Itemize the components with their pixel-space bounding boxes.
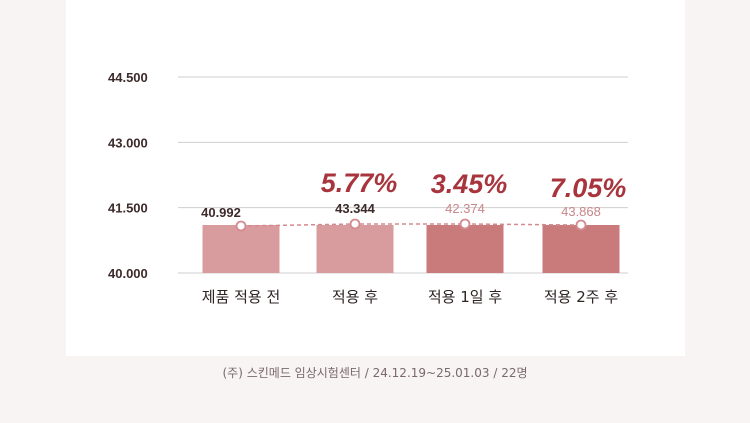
category-label: 적용 후 bbox=[332, 288, 378, 306]
source-note: (주) 스킨메드 임상시험센터 / 24.12.19~25.01.03 / 22… bbox=[222, 366, 528, 380]
percent-label: 5.77% bbox=[321, 168, 398, 198]
category-label: 적용 1일 후 bbox=[428, 288, 502, 306]
category-label: 적용 2주 후 bbox=[544, 288, 618, 306]
trend-line bbox=[235, 218, 587, 232]
value-label: 40.992 bbox=[201, 205, 241, 220]
x-axis: 제품 적용 전 적용 후 적용 1일 후 적용 2주 후 bbox=[202, 288, 619, 306]
bar bbox=[202, 225, 280, 273]
category-label: 제품 적용 전 bbox=[202, 288, 281, 306]
percent-label: 7.05% bbox=[550, 173, 627, 203]
bar-chart: 44.500 43.000 41.500 40.000 40.992 43.344 42.… bbox=[108, 70, 628, 306]
value-label: 43.868 bbox=[561, 204, 601, 219]
bar bbox=[316, 225, 394, 273]
trend-dashed-line bbox=[240, 223, 582, 227]
y-tick-label: 41.500 bbox=[108, 201, 148, 216]
y-tick-label: 44.500 bbox=[108, 70, 148, 85]
y-axis: 44.500 43.000 41.500 40.000 bbox=[108, 70, 148, 281]
bar bbox=[542, 225, 620, 273]
trend-point bbox=[349, 218, 361, 230]
trend-point bbox=[235, 220, 247, 232]
data-labels: 40.992 43.344 42.374 43.868 5.77% 3.45% 7.05% bbox=[201, 168, 626, 220]
trend-point bbox=[575, 219, 587, 231]
chart-card bbox=[66, 0, 685, 356]
trend-point bbox=[459, 218, 471, 230]
bar bbox=[426, 225, 504, 273]
percent-label: 3.45% bbox=[431, 169, 508, 199]
y-tick-label: 40.000 bbox=[108, 266, 148, 281]
value-label: 42.374 bbox=[445, 201, 485, 216]
bars bbox=[202, 225, 620, 273]
y-tick-label: 43.000 bbox=[108, 135, 148, 150]
value-label: 43.344 bbox=[335, 201, 376, 216]
